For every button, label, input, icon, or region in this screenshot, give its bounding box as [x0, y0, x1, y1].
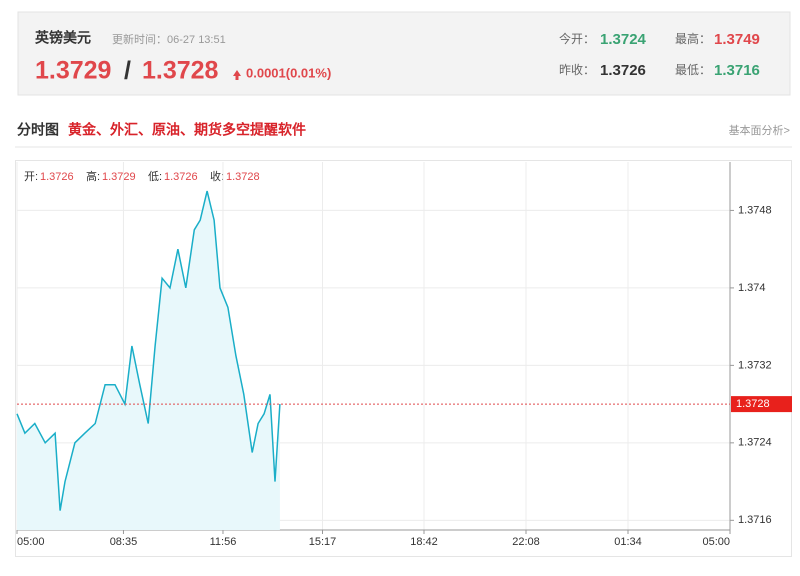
x-tick-label: 15:17 — [309, 536, 337, 548]
last-price-label: 1.3728 — [736, 398, 770, 410]
up-arrow — [233, 70, 241, 80]
y-tick-label: 1.3716 — [738, 514, 772, 526]
price-change: 0.0001(0.01%) — [246, 65, 331, 80]
info-value: 1.3728 — [226, 171, 260, 183]
bid-price: 1.3729 — [35, 57, 111, 85]
info-value: 1.3729 — [102, 171, 136, 183]
info-label: 收: — [210, 169, 224, 183]
info-label: 高: — [86, 169, 100, 183]
y-tick-label: 1.3732 — [738, 359, 772, 371]
stat-label: 昨收： — [559, 63, 595, 77]
symbol-name: 英镑美元 — [34, 30, 91, 46]
ask-price: 1.3728 — [142, 57, 219, 85]
quote-panel — [17, 11, 791, 96]
x-tick-label: 11:56 — [210, 536, 237, 548]
price-separator: / — [124, 57, 131, 85]
analysis-link[interactable]: 基本面分析> — [729, 123, 790, 137]
stat-value: 1.3724 — [600, 31, 647, 48]
y-tick-label: 1.374 — [738, 282, 766, 294]
x-tick-label: 18:42 — [410, 536, 438, 548]
promo-link[interactable]: 黄金、外汇、原油、期货多空提醒软件 — [68, 122, 306, 138]
stat-value: 1.3716 — [714, 62, 760, 79]
x-tick-label: 05:00 — [702, 536, 730, 548]
x-tick-label: 05:00 — [17, 536, 45, 548]
price-line — [16, 190, 281, 511]
stat-label: 最低： — [675, 63, 711, 77]
x-tick-label: 08:35 — [110, 536, 138, 548]
info-value: 1.3726 — [164, 171, 198, 183]
update-time: 更新时间：06-27 13:51 — [112, 32, 226, 46]
last-price-box — [731, 396, 792, 413]
y-tick-label: 1.3748 — [738, 204, 772, 216]
info-label: 低: — [148, 170, 162, 183]
section-title: 分时图 — [17, 122, 59, 138]
info-label: 开: — [24, 171, 38, 183]
y-tick-label: 1.3724 — [738, 437, 772, 449]
stat-label: 今开： — [559, 31, 595, 46]
stat-value: 1.3749 — [714, 31, 760, 48]
area-fill — [17, 191, 280, 530]
x-tick-label: 01:34 — [614, 536, 642, 548]
x-tick-label: 22:08 — [512, 536, 540, 548]
stat-value: 1.3726 — [600, 62, 646, 79]
info-value: 1.3726 — [40, 171, 74, 183]
stat-label: 最高： — [675, 31, 711, 46]
